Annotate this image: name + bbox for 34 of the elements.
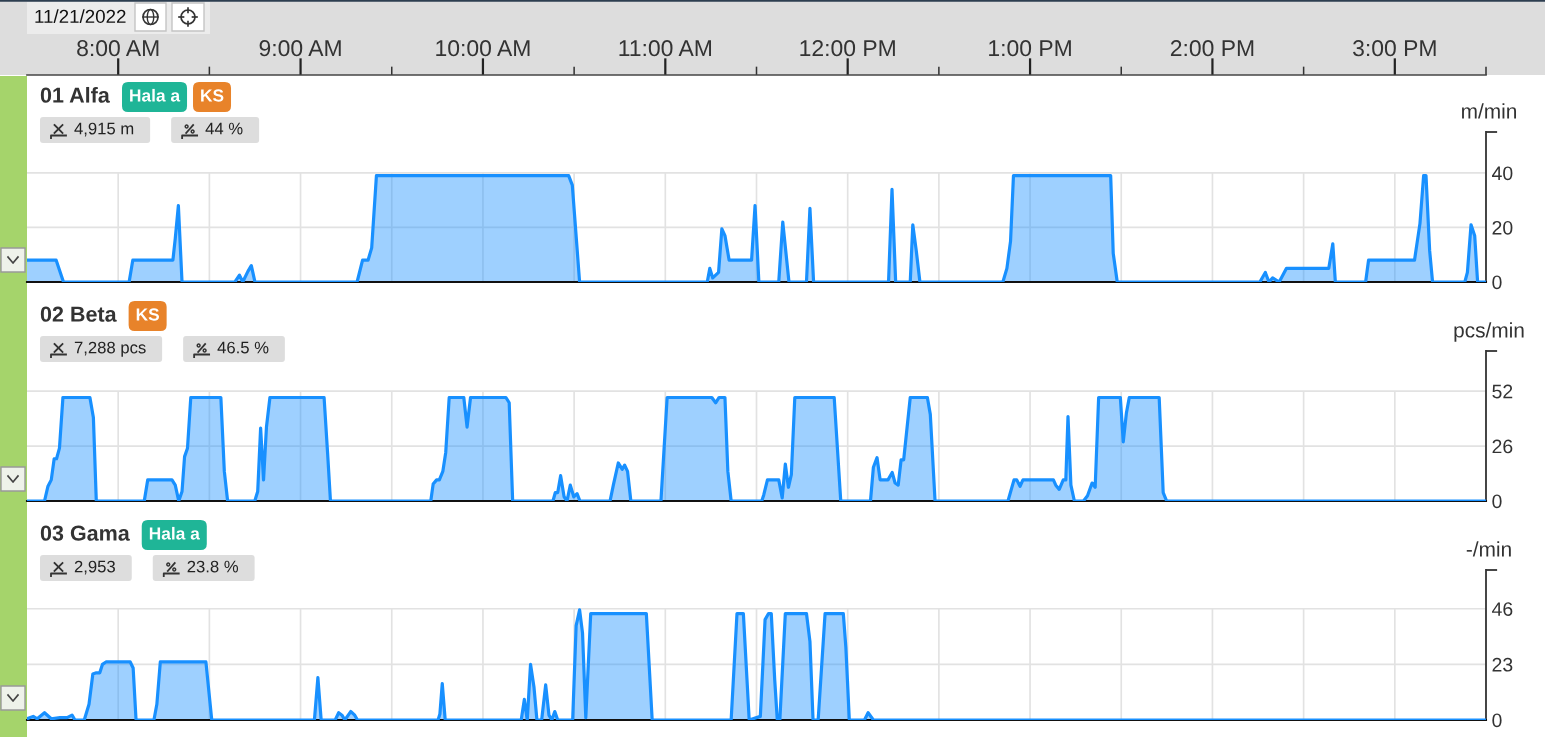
chart-title: 01 Alfa <box>40 86 110 103</box>
x-tick-label: 3:00 PM <box>1353 40 1436 57</box>
annotation: 44 % <box>205 122 243 135</box>
y-tick-label: 40 <box>1492 166 1513 181</box>
annotation: 46.5 % <box>217 341 269 354</box>
chart-title: 02 Beta <box>40 306 117 322</box>
text: KS <box>136 308 160 321</box>
chart-subtitle: 11/21/2022 <box>35 9 126 24</box>
annotation: 23.8 % <box>187 560 239 573</box>
y-axis-title: m/min <box>1462 103 1517 119</box>
y-axis-title: pcs/min <box>1454 322 1524 342</box>
text: Hala a <box>149 526 200 540</box>
y-tick-label: 0 <box>1492 494 1502 509</box>
x-tick-label: 11:00 AM <box>619 40 711 57</box>
text: Hala a <box>130 88 181 102</box>
y-tick-label: 0 <box>1492 275 1502 290</box>
y-tick-label: 26 <box>1492 439 1513 454</box>
x-tick-label: 8:00 AM <box>77 40 159 57</box>
y-tick-label: 46 <box>1492 602 1513 616</box>
y-tick-label: 23 <box>1492 657 1513 672</box>
annotation: 7,288 pcs <box>74 341 146 357</box>
y-axis-title: -/min <box>1466 541 1511 557</box>
annotation: 2,953 <box>74 560 115 575</box>
y-tick-label: 20 <box>1492 220 1513 235</box>
y-tick-label: 0 <box>1492 713 1502 728</box>
x-tick-label: 9:00 AM <box>259 40 341 57</box>
x-tick-label: 1:00 PM <box>989 40 1071 57</box>
chart-title: 03 Gama <box>40 525 130 541</box>
x-tick-label: 2:00 PM <box>1170 40 1254 57</box>
x-tick-label: 10:00 AM <box>436 40 530 57</box>
annotation: 4,915 m <box>74 122 134 137</box>
x-tick-label: 12:00 PM <box>800 40 895 57</box>
text: KS <box>201 89 224 102</box>
y-tick-label: 52 <box>1492 384 1513 399</box>
